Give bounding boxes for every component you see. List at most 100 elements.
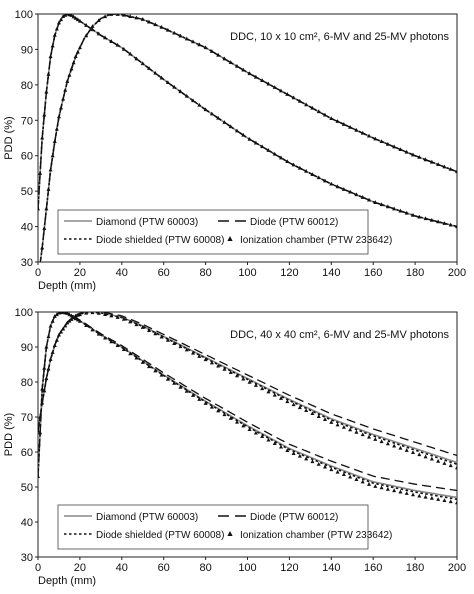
ionization-chamber-point xyxy=(379,202,384,207)
ionization-chamber-point xyxy=(159,372,164,377)
ionization-chamber-point xyxy=(96,312,101,315)
ionization-chamber-point xyxy=(134,322,139,327)
ionization-chamber-point xyxy=(253,383,258,387)
ionization-chamber-point xyxy=(316,414,321,418)
ionization-chamber-point xyxy=(235,419,240,424)
y-tick-label: 80 xyxy=(21,80,33,92)
ionization-chamber-point xyxy=(178,33,183,38)
ionization-chamber-point xyxy=(253,430,258,435)
ionization-chamber-point xyxy=(197,397,202,401)
ionization-chamber-point xyxy=(103,35,108,40)
y-tick-label: 60 xyxy=(21,151,33,163)
ionization-chamber-point xyxy=(291,402,296,407)
legend-label: Diode shielded (PTW 60008) xyxy=(96,530,224,541)
ionization-chamber-point xyxy=(56,114,61,119)
ionization-chamber-point xyxy=(260,78,265,83)
ionization-chamber-point xyxy=(417,214,422,219)
chart-panel-1: 30 40 50 60 70 80 90 100 0 20 40 60 80 100 120 140 160 18… xyxy=(3,9,466,292)
curves xyxy=(38,312,457,505)
legend-label: Ionization chamber (PTW 233642) xyxy=(240,235,392,246)
legend-label: Diode (PTW 60012) xyxy=(250,217,338,228)
ionization-chamber-point xyxy=(373,136,378,141)
ionization-chamber-point xyxy=(103,14,108,19)
ionization-chamber-point xyxy=(165,27,170,32)
ionization-chamber-point xyxy=(216,408,221,413)
ionization-chamber-point xyxy=(367,482,372,486)
ionization-chamber-point xyxy=(329,181,334,186)
ionization-chamber-point xyxy=(75,17,80,22)
ionization-chamber-point xyxy=(54,337,59,342)
ionization-chamber-point xyxy=(272,441,277,446)
ionization-chamber-point xyxy=(404,491,409,495)
ionization-chamber-point xyxy=(385,441,390,446)
ionization-chamber-point xyxy=(253,140,258,145)
ionization-chamber-point xyxy=(216,363,221,368)
ionization-chamber-point xyxy=(279,155,284,160)
ionization-chamber-point xyxy=(96,31,101,36)
ionization-chamber-point xyxy=(429,217,434,222)
ionization-chamber-point xyxy=(335,469,340,474)
x-tick-label: 40 xyxy=(116,562,128,574)
ionization-chamber-point xyxy=(266,389,271,394)
ionization-chamber-point xyxy=(178,384,183,389)
ionization-chamber-point xyxy=(121,347,126,351)
ionization-chamber-point xyxy=(52,343,57,347)
x-tick-label: 200 xyxy=(448,267,466,279)
ionization-chamber-point xyxy=(67,318,72,323)
ionization-chamber-point xyxy=(222,120,227,124)
ionization-chamber-point xyxy=(247,379,252,384)
ionization-chamber-point xyxy=(109,39,114,43)
ionization-chamber-point xyxy=(159,334,164,339)
y-tick-label: 50 xyxy=(21,482,33,494)
ionization-chamber-point xyxy=(209,111,214,116)
ionization-chamber-point xyxy=(448,166,453,171)
ionization-chamber-point xyxy=(46,71,51,76)
ionization-chamber-point xyxy=(38,171,43,175)
x-tick-label: 140 xyxy=(322,267,340,279)
curves xyxy=(38,14,457,262)
ionization-chamber-point xyxy=(48,357,53,361)
ionization-chamber-point xyxy=(121,46,126,51)
ionization-chamber-point xyxy=(423,216,428,221)
ionization-chamber-point xyxy=(172,380,177,385)
ionization-chamber-point xyxy=(404,210,409,215)
ionization-chamber-point xyxy=(44,206,49,211)
ionization-chamber-point xyxy=(128,51,133,56)
x-tick-label: 0 xyxy=(35,267,41,279)
ionization-chamber-point xyxy=(341,122,346,126)
ionization-chamber-point xyxy=(266,437,271,442)
diode-line-6-MV xyxy=(38,312,457,492)
y-tick-label: 80 xyxy=(21,377,33,389)
ionization-chamber-point xyxy=(335,422,340,427)
ionization-chamber-point xyxy=(354,429,359,434)
ionization-chamber-point xyxy=(285,159,290,164)
ionization-chamber-point xyxy=(71,14,76,19)
x-tick-label: 160 xyxy=(364,562,382,574)
ionization-chamber-point xyxy=(159,24,164,29)
ionization-chamber-point xyxy=(54,26,59,31)
ionization-chamber-point xyxy=(411,450,416,454)
ionization-chamber-point xyxy=(84,23,89,27)
ionization-chamber-point xyxy=(44,344,49,349)
ionization-chamber-point xyxy=(297,453,302,458)
ionization-chamber-point xyxy=(222,412,227,417)
ionization-chamber-point xyxy=(392,488,397,493)
y-tick-label: 50 xyxy=(21,186,33,198)
ionization-chamber-point xyxy=(165,376,170,381)
ionization-chamber-point xyxy=(46,334,51,339)
y-axis-label: PDD (%) xyxy=(3,116,15,159)
ionization-chamber-point xyxy=(69,14,74,17)
ionization-chamber-point xyxy=(65,312,70,315)
ionization-chamber-point xyxy=(429,495,434,500)
ionization-chamber-point xyxy=(442,221,447,225)
ionization-chamber-point xyxy=(335,184,340,189)
ionization-chamber-point xyxy=(279,444,284,449)
ionization-chamber-point xyxy=(222,366,227,371)
chart-panel-2: 30 40 50 60 70 80 90 100 0 20 40 60 80 100 120 140 160 18… xyxy=(3,307,466,587)
y-tick-label: 40 xyxy=(21,517,33,529)
ionization-chamber-point xyxy=(209,360,214,365)
ionization-chamber-point xyxy=(297,165,302,170)
ionization-chamber-point xyxy=(247,136,252,141)
ionization-chamber-point xyxy=(209,49,214,53)
ionization-chamber-point xyxy=(354,477,359,481)
